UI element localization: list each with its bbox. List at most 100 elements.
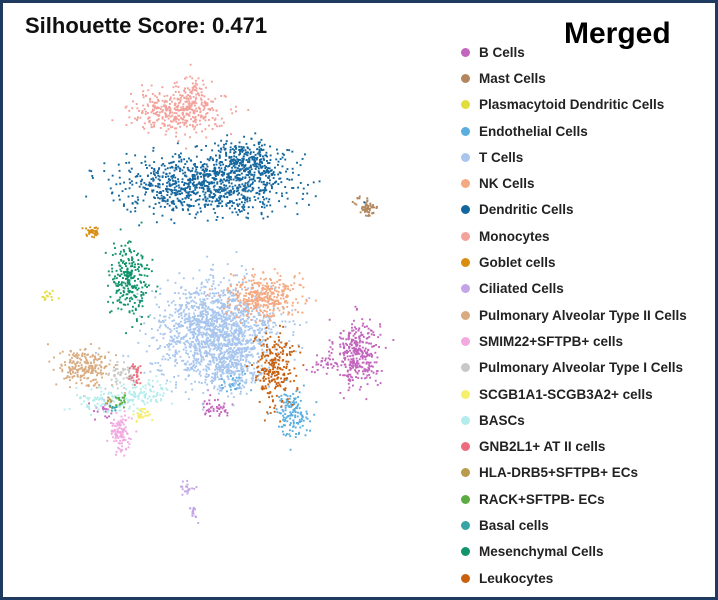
point xyxy=(208,295,211,297)
point xyxy=(199,110,202,113)
point xyxy=(208,173,211,175)
point xyxy=(229,201,232,204)
point xyxy=(282,418,285,421)
point xyxy=(175,383,177,386)
point xyxy=(262,305,265,308)
point xyxy=(273,173,276,176)
point xyxy=(259,153,262,156)
cluster-b-cells-1 xyxy=(324,305,395,401)
point xyxy=(161,99,164,102)
point xyxy=(226,263,229,266)
point xyxy=(294,414,297,417)
point xyxy=(162,195,165,198)
point xyxy=(288,149,291,152)
point xyxy=(252,308,255,311)
point xyxy=(352,364,355,367)
point xyxy=(266,300,269,303)
point xyxy=(276,331,279,334)
point xyxy=(228,348,230,350)
point xyxy=(119,424,122,427)
point xyxy=(102,406,105,408)
point xyxy=(215,319,218,321)
point xyxy=(219,164,222,167)
point xyxy=(370,352,372,355)
point xyxy=(224,318,227,320)
point xyxy=(233,317,236,320)
point xyxy=(282,307,285,310)
point xyxy=(217,346,220,349)
point xyxy=(141,84,143,87)
point xyxy=(124,430,127,433)
point xyxy=(74,364,77,367)
point xyxy=(270,293,273,295)
point xyxy=(298,407,301,410)
point xyxy=(204,104,207,107)
point xyxy=(380,370,383,372)
point xyxy=(198,342,201,345)
point xyxy=(204,342,207,345)
point xyxy=(120,431,123,433)
point xyxy=(244,170,246,173)
point xyxy=(130,180,133,183)
point xyxy=(273,300,276,303)
point xyxy=(229,350,231,353)
point xyxy=(244,182,247,185)
point xyxy=(91,177,94,179)
point xyxy=(202,331,205,334)
point xyxy=(252,329,255,332)
point xyxy=(203,185,206,187)
point xyxy=(91,366,94,369)
point xyxy=(226,326,229,329)
point xyxy=(69,349,72,352)
point xyxy=(281,430,284,433)
point xyxy=(137,414,140,416)
point xyxy=(203,285,205,288)
point xyxy=(125,124,128,126)
point xyxy=(192,205,195,207)
point xyxy=(93,358,96,361)
point xyxy=(177,374,180,377)
point xyxy=(267,299,270,302)
point xyxy=(351,326,353,329)
point xyxy=(176,142,179,145)
point xyxy=(189,346,192,349)
point xyxy=(213,181,216,184)
point xyxy=(239,286,242,288)
point xyxy=(231,349,234,352)
point xyxy=(235,320,238,323)
point xyxy=(301,295,304,298)
cluster-monocytes-1 xyxy=(111,79,250,150)
point xyxy=(115,380,118,383)
point xyxy=(148,413,151,416)
point xyxy=(312,181,315,184)
point xyxy=(249,171,252,174)
point xyxy=(232,323,235,325)
point xyxy=(87,366,90,369)
point xyxy=(351,347,354,350)
point xyxy=(187,193,190,196)
point xyxy=(363,206,366,209)
point xyxy=(162,122,165,125)
point xyxy=(159,127,162,129)
point xyxy=(199,351,202,354)
point xyxy=(276,307,279,310)
point xyxy=(244,301,247,303)
point xyxy=(240,354,243,357)
point xyxy=(161,214,164,217)
point xyxy=(272,177,275,179)
point xyxy=(157,185,159,188)
point xyxy=(94,382,97,385)
point xyxy=(124,188,127,190)
point xyxy=(355,343,357,346)
point xyxy=(189,185,191,188)
point xyxy=(118,426,121,429)
point xyxy=(301,424,304,427)
point xyxy=(213,172,216,175)
point xyxy=(296,301,299,304)
point xyxy=(204,196,207,199)
point xyxy=(256,282,259,285)
point xyxy=(199,123,202,126)
point xyxy=(353,341,356,344)
point xyxy=(272,304,275,307)
point xyxy=(206,255,209,258)
